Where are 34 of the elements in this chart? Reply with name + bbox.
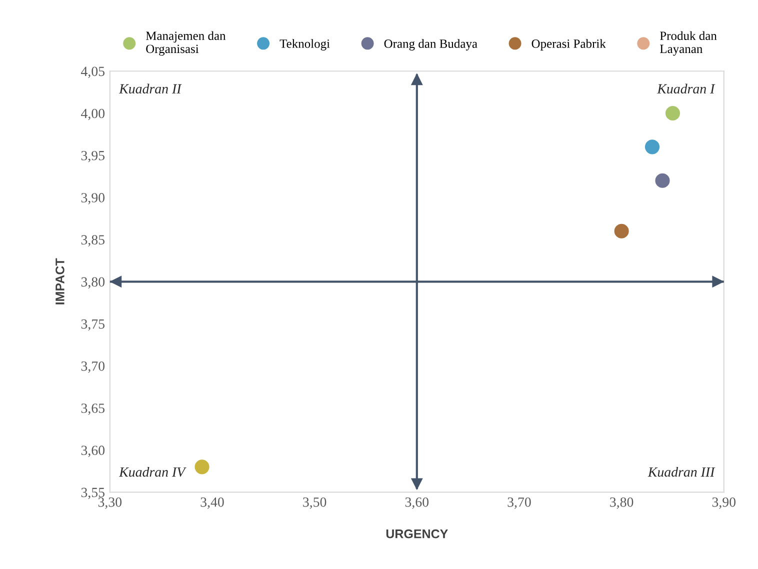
annotation: Kuadran III — [648, 466, 716, 477]
x-tick-label: 3,70 — [508, 497, 531, 509]
y-tick-label: 4,00 — [81, 108, 105, 120]
y-tick-label: 4,05 — [81, 66, 105, 78]
annotation: Kuadran I — [657, 84, 716, 94]
point — [665, 106, 680, 121]
x-axis-title: URGENCY — [386, 529, 448, 538]
annotation: Kuadran IV — [118, 466, 186, 477]
point — [655, 173, 670, 188]
y-tick-label: 3,95 — [81, 150, 105, 162]
x-tick-label: 3,80 — [610, 497, 634, 509]
y-tick-label: 3,80 — [81, 277, 105, 289]
y-tick-label: 3,60 — [81, 446, 105, 458]
y-tick-label: 3,65 — [81, 404, 105, 415]
annotation: Kuadran II — [118, 84, 182, 94]
x-tick-label: 3,90 — [712, 497, 736, 509]
legend-label: Operasi Pabrik — [532, 39, 606, 50]
point — [614, 224, 629, 238]
y-tick-label: 3,90 — [81, 193, 105, 204]
legend-label: Orang dan Budaya — [384, 39, 478, 50]
y-tick-label: 3,55 — [81, 488, 105, 500]
x-tick-label: 3,30 — [98, 497, 122, 509]
y-axis-title: IMPACT — [56, 258, 64, 304]
y-tick-label: 3,75 — [81, 319, 105, 331]
legend-label: Manajemen dan Organisasi — [146, 31, 226, 56]
legend-label: Produk dan Layanan — [660, 31, 717, 56]
x-tick-label: 3,50 — [303, 497, 326, 509]
point — [644, 140, 660, 154]
y-tick-label: 3,85 — [81, 235, 105, 247]
point — [194, 460, 210, 474]
x-tick-label: 3,40 — [200, 497, 224, 509]
legend-label: Teknologi — [280, 39, 330, 50]
y-tick-label: 3,70 — [81, 361, 105, 373]
x-tick-label: 3,60 — [405, 497, 429, 509]
